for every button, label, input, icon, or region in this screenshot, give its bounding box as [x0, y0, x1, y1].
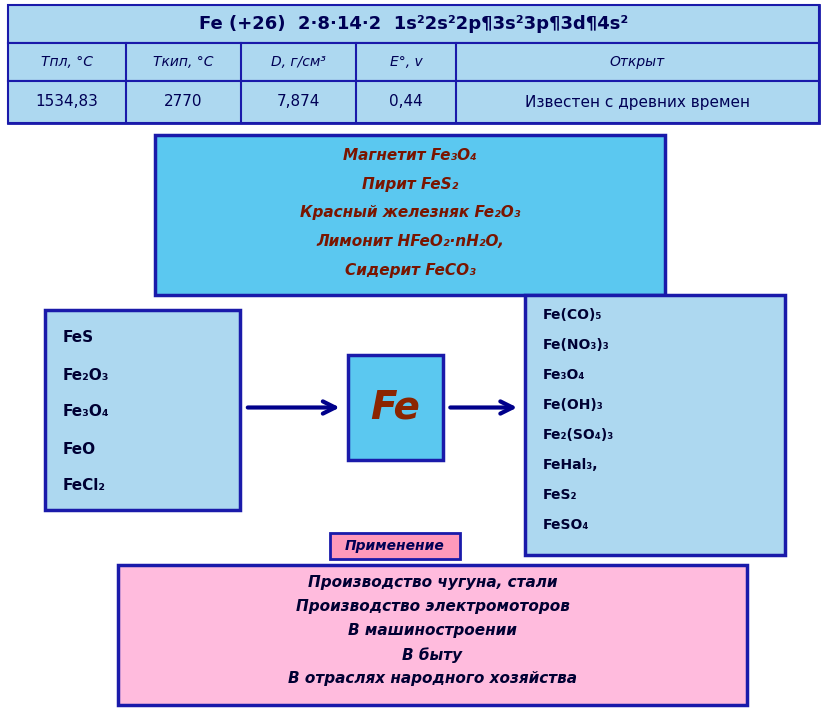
Text: FeCl₂: FeCl₂ [63, 478, 106, 493]
Text: Производство чугуна, стали: Производство чугуна, стали [308, 576, 557, 591]
Text: Fe₃O₄: Fe₃O₄ [543, 368, 586, 382]
Bar [8, 43, 819, 81]
Text: В быту: В быту [403, 647, 462, 663]
Text: Пирит FeS₂: Пирит FeS₂ [362, 176, 458, 191]
Bar [330, 533, 460, 559]
Text: Fe(NO₃)₃: Fe(NO₃)₃ [543, 338, 609, 352]
Bar [347, 355, 442, 460]
Text: Применение: Применение [345, 539, 445, 553]
Text: 1534,83: 1534,83 [36, 95, 98, 110]
Bar [8, 81, 819, 123]
Text: Производство электромоторов: Производство электромоторов [295, 599, 570, 614]
Text: Лимонит HFeO₂·nH₂O,: Лимонит HFeO₂·nH₂O, [316, 234, 504, 250]
Text: Tкип, °C: Tкип, °C [153, 55, 213, 69]
Text: Fe₂(SO₄)₃: Fe₂(SO₄)₃ [543, 428, 614, 442]
Text: FeO: FeO [63, 442, 96, 457]
Bar [118, 565, 747, 705]
Text: Tпл, °C: Tпл, °C [41, 55, 93, 69]
Bar [45, 310, 240, 510]
Text: Сидерит FeCO₃: Сидерит FeCO₃ [345, 264, 476, 278]
Text: В машиностроении: В машиностроении [348, 624, 517, 639]
Text: В отраслях народного хозяйства: В отраслях народного хозяйства [288, 672, 577, 686]
Text: Fe(CO)₅: Fe(CO)₅ [543, 308, 603, 322]
Text: FeSO₄: FeSO₄ [543, 518, 590, 532]
Text: 2770: 2770 [165, 95, 203, 110]
Text: Красный железняк Fe₂O₃: Красный железняк Fe₂O₃ [300, 206, 520, 221]
Text: Fe(OH)₃: Fe(OH)₃ [543, 398, 604, 412]
Text: FeS: FeS [63, 331, 94, 346]
Text: Fe₂O₃: Fe₂O₃ [63, 368, 109, 382]
Text: E°, v: E°, v [390, 55, 423, 69]
Text: Известен с древних времен: Известен с древних времен [525, 95, 750, 110]
Bar [8, 5, 819, 123]
Text: Открыт: Открыт [609, 55, 665, 69]
Text: Fe: Fe [370, 389, 420, 427]
Text: Fe (+26)  2·8·14·2  1s²2s²2p¶3s²3p¶3d¶4s²: Fe (+26) 2·8·14·2 1s²2s²2p¶3s²3p¶3d¶4s² [198, 15, 629, 33]
Text: D, г/см³: D, г/см³ [271, 55, 326, 69]
Text: Магнетит Fe₃O₄: Магнетит Fe₃O₄ [343, 148, 477, 163]
Bar [8, 5, 819, 43]
Text: FeS₂: FeS₂ [543, 488, 577, 502]
Bar [155, 135, 665, 295]
Text: 0,44: 0,44 [390, 95, 423, 110]
Text: 7,874: 7,874 [277, 95, 320, 110]
Bar [525, 295, 785, 555]
Text: Fe₃O₄: Fe₃O₄ [63, 404, 110, 419]
Text: FeHal₃,: FeHal₃, [543, 458, 599, 472]
